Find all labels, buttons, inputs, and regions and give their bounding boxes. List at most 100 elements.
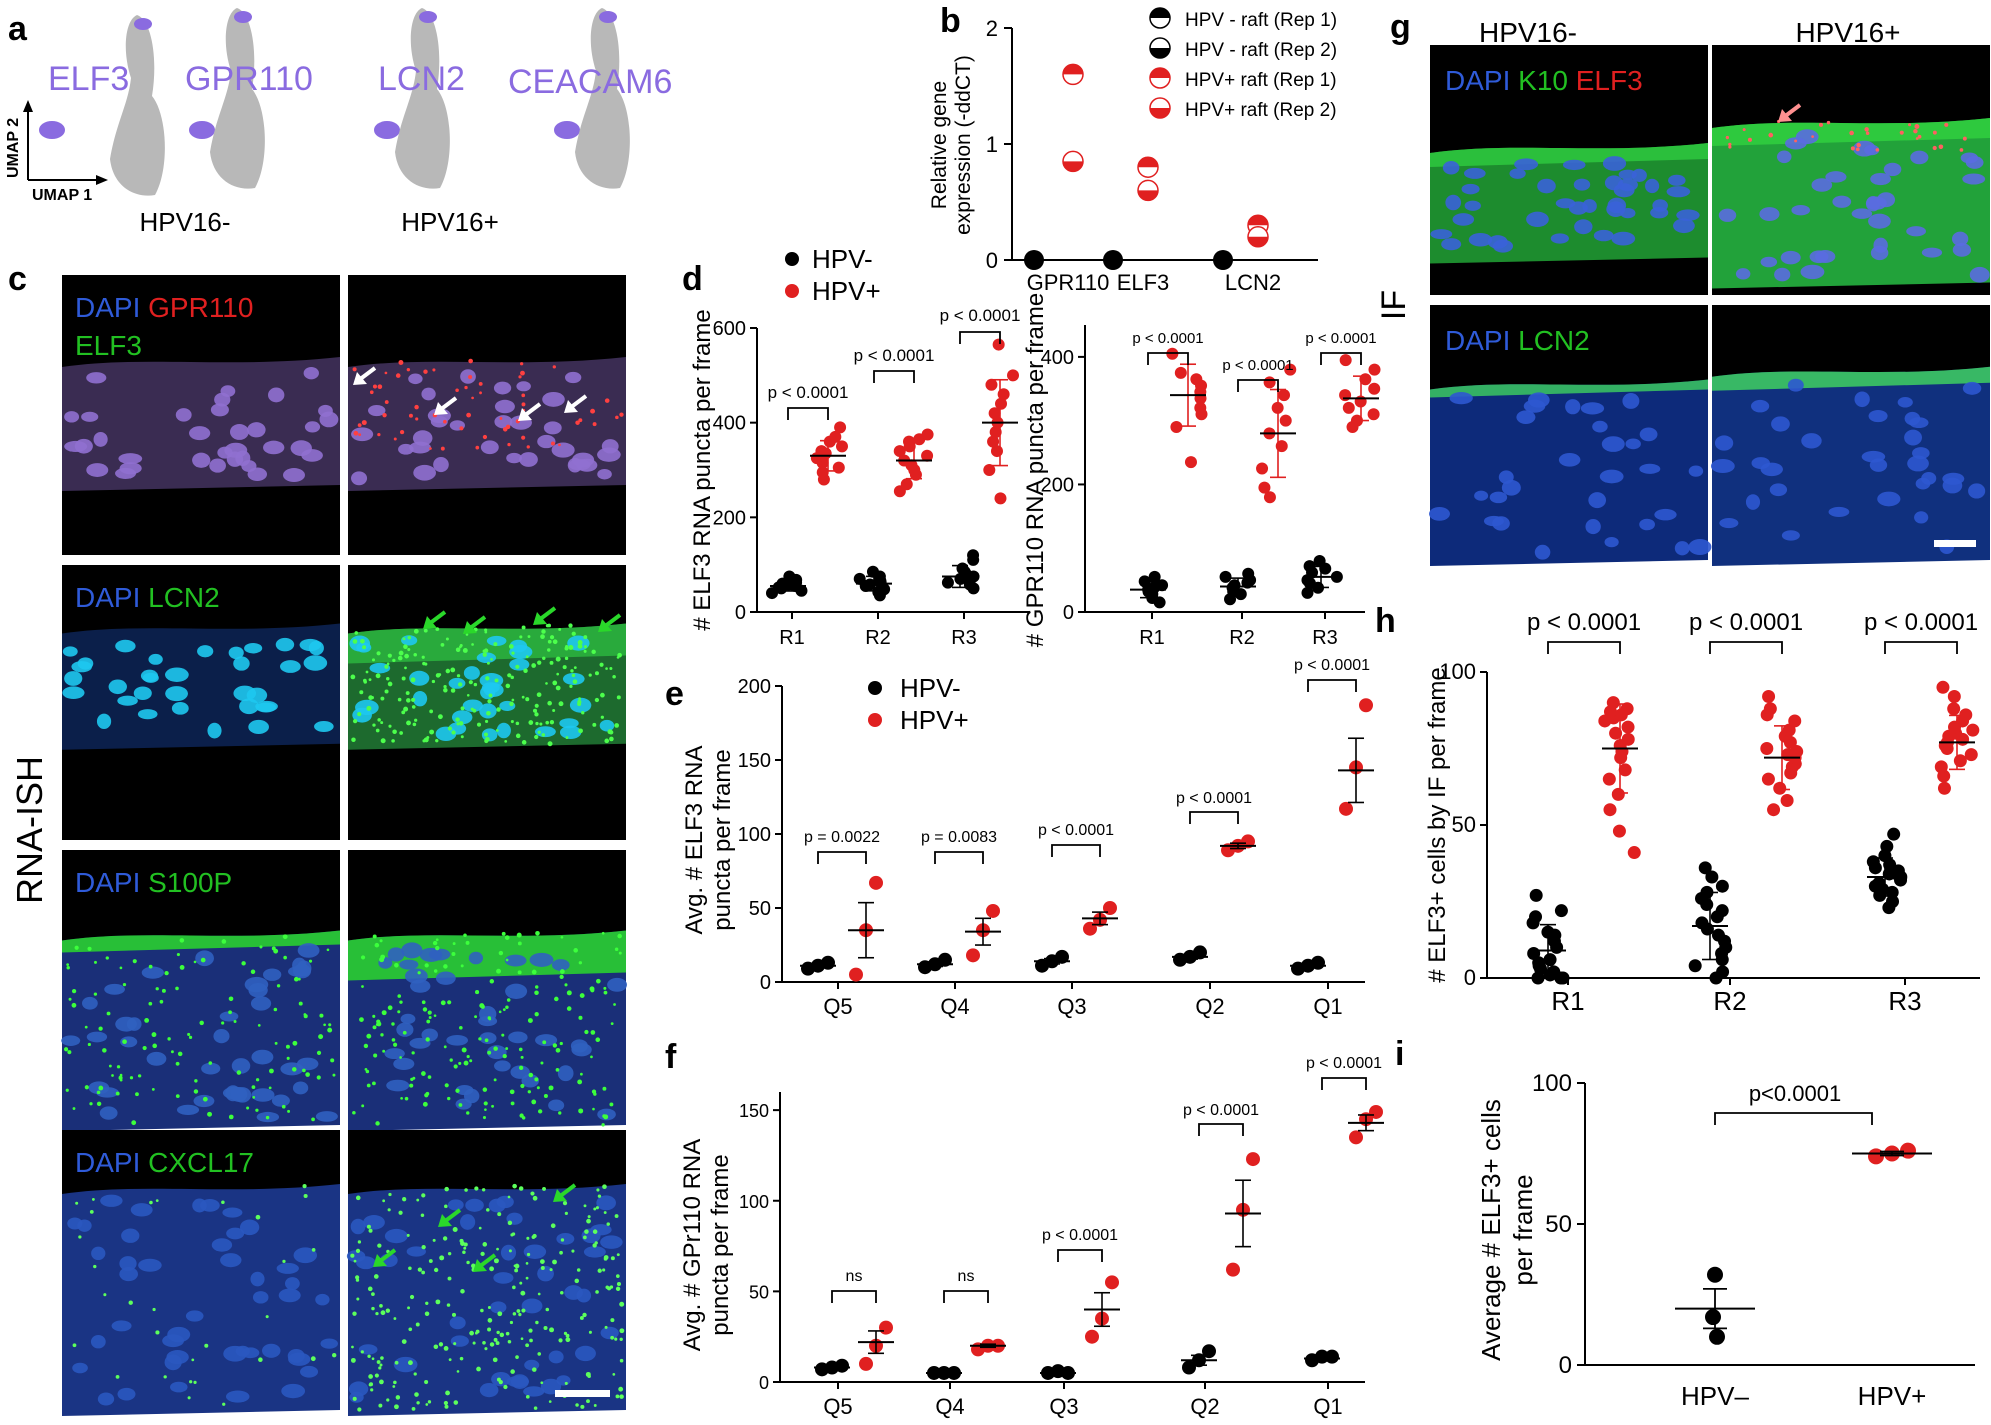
micrograph-puncta <box>397 1010 401 1014</box>
d-left-x-tick-label: R3 <box>951 627 977 649</box>
micrograph-band <box>348 623 626 664</box>
micrograph-puncta <box>387 681 393 687</box>
micrograph-nucleus <box>1868 213 1891 229</box>
micrograph-puncta <box>377 718 381 722</box>
f-x-tick-label: Q2 <box>1190 1394 1219 1419</box>
h-point <box>1947 702 1961 716</box>
d-left-y-label: # ELF3 RNA puncta per frame <box>689 309 716 631</box>
micrograph-puncta <box>619 412 624 417</box>
umap-x-label: UMAP 1 <box>32 187 92 204</box>
micrograph-puncta <box>452 942 456 946</box>
micrograph-puncta <box>596 978 601 984</box>
micrograph-puncta <box>590 408 596 414</box>
micrograph-nucleus <box>1534 544 1551 560</box>
micrograph-nucleus <box>233 656 250 671</box>
h-point <box>1934 760 1948 774</box>
micrograph-puncta <box>540 634 545 640</box>
umap-highlight-cluster <box>134 18 152 30</box>
micrograph-puncta <box>535 721 539 726</box>
e-sig-bracket <box>1051 844 1101 857</box>
micrograph-nucleus <box>74 438 93 454</box>
micrograph-nucleus <box>1906 226 1926 237</box>
micrograph-puncta <box>459 426 464 431</box>
micrograph-puncta <box>202 1096 208 1102</box>
micrograph-puncta <box>525 1262 529 1265</box>
micrograph-puncta <box>511 651 515 655</box>
micrograph-puncta <box>493 1337 498 1342</box>
micrograph-puncta <box>589 986 595 992</box>
d-left-point <box>829 430 842 443</box>
micrograph-puncta <box>187 1032 191 1036</box>
micrograph-puncta <box>87 1042 91 1047</box>
micrograph-puncta <box>505 1047 509 1050</box>
micrograph-puncta <box>451 952 456 957</box>
micrograph-nucleus <box>480 685 496 700</box>
micrograph-puncta <box>433 1014 437 1017</box>
micrograph-puncta <box>460 706 465 711</box>
micrograph-nucleus <box>166 1350 189 1365</box>
micrograph-puncta <box>352 1111 356 1115</box>
b-y-tick-label: 2 <box>986 16 998 41</box>
micrograph-puncta <box>193 1380 197 1384</box>
micrograph-puncta <box>447 1000 452 1005</box>
f-y-tick-label: 50 <box>749 1282 769 1302</box>
micrograph-puncta <box>440 446 445 451</box>
micrograph-puncta <box>64 1047 69 1052</box>
micrograph-puncta <box>421 1244 426 1250</box>
d-right-p-value: p < 0.0001 <box>1222 357 1293 374</box>
micrograph-nucleus <box>597 1108 616 1121</box>
micrograph-puncta <box>250 969 256 974</box>
micrograph-puncta <box>1849 130 1854 136</box>
d-right-point <box>1339 389 1352 402</box>
micrograph-puncta <box>380 696 385 701</box>
micrograph-band <box>1430 143 1708 167</box>
f-point <box>879 1320 893 1335</box>
micrograph-nucleus <box>406 1246 426 1257</box>
micrograph-puncta <box>74 945 79 950</box>
d-left-point <box>967 549 980 562</box>
micrograph-puncta <box>499 417 503 420</box>
micrograph-puncta <box>614 1337 618 1341</box>
micrograph-puncta <box>191 1358 195 1362</box>
micrograph-nucleus <box>251 1049 274 1065</box>
micrograph-puncta <box>372 1014 376 1018</box>
micrograph-puncta <box>476 1366 481 1372</box>
micrograph-puncta <box>537 1109 543 1114</box>
micrograph-puncta <box>118 1075 123 1080</box>
f-point <box>1246 1152 1260 1167</box>
micrograph-nucleus <box>1565 399 1581 415</box>
e-point <box>1359 698 1373 713</box>
micrograph-puncta <box>378 1403 383 1408</box>
micrograph-nucleus <box>1449 392 1473 405</box>
micrograph-puncta <box>512 1183 517 1189</box>
micrograph-arrowhead <box>473 1259 487 1272</box>
micrograph-puncta <box>98 1085 104 1091</box>
micrograph-puncta <box>421 655 425 659</box>
micrograph-puncta <box>423 628 428 633</box>
micrograph-puncta <box>482 434 488 440</box>
micrograph-puncta <box>404 1096 409 1101</box>
micrograph-nucleus <box>1514 158 1539 171</box>
e-legend: HPV- HPV+ <box>868 673 969 735</box>
micrograph-puncta <box>605 1285 610 1290</box>
micrograph-puncta <box>580 1404 585 1409</box>
micrograph-nucleus <box>1915 477 1931 490</box>
micrograph-nucleus <box>494 399 515 414</box>
micrograph-puncta <box>376 1360 381 1364</box>
micrograph-nucleus <box>496 722 511 739</box>
micrograph-puncta <box>532 708 538 713</box>
micrograph-nucleus <box>296 1057 319 1071</box>
micrograph-puncta <box>365 1069 370 1074</box>
micrograph-puncta <box>479 391 482 395</box>
micrograph-puncta <box>246 1106 250 1110</box>
c-row-label: DAPI LCN2 <box>75 582 220 613</box>
micrograph-puncta <box>521 1116 526 1120</box>
micrograph-puncta <box>1899 130 1904 135</box>
micrograph-puncta <box>568 623 573 628</box>
micrograph-puncta <box>402 1197 407 1202</box>
micrograph-puncta <box>445 1390 450 1396</box>
micrograph-puncta <box>360 1350 364 1354</box>
micrograph-nucleus <box>201 1062 221 1075</box>
micrograph-puncta <box>482 1242 488 1247</box>
micrograph-nucleus <box>104 983 125 995</box>
